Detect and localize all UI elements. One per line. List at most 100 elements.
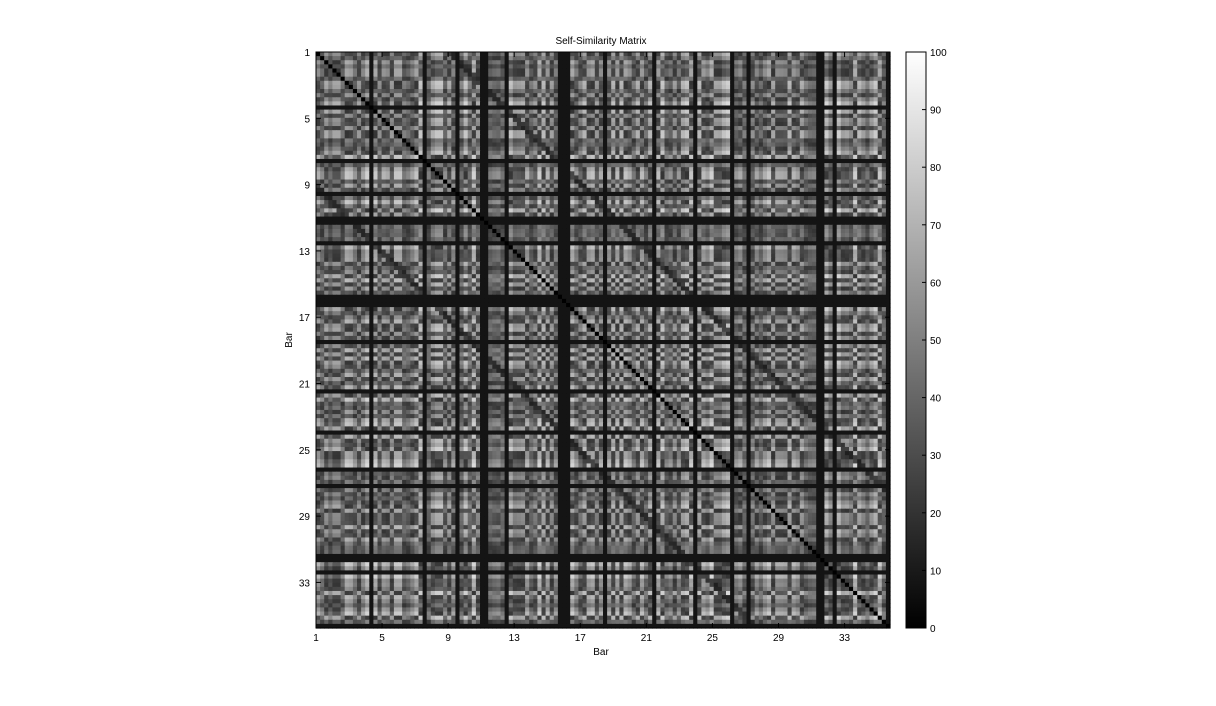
heatmap-cell xyxy=(627,56,633,61)
heatmap-cell xyxy=(434,84,440,90)
heatmap-cell xyxy=(467,68,473,74)
heatmap-cell xyxy=(680,76,686,82)
heatmap-cell xyxy=(369,167,374,172)
heatmap-cell xyxy=(508,179,514,185)
heatmap-cell xyxy=(873,130,879,135)
heatmap-cell xyxy=(512,196,518,201)
heatmap-cell xyxy=(746,80,752,86)
heatmap-cell xyxy=(410,89,415,94)
heatmap-cell xyxy=(672,175,678,181)
heatmap-cell xyxy=(471,134,477,139)
heatmap-cell xyxy=(406,121,411,127)
heatmap-cell xyxy=(566,56,571,61)
heatmap-cell xyxy=(672,130,678,135)
heatmap-cell xyxy=(562,76,567,82)
heatmap-cell xyxy=(516,64,522,70)
heatmap-cell xyxy=(603,175,608,181)
heatmap-cell xyxy=(562,126,567,131)
heatmap-cell xyxy=(869,76,875,82)
heatmap-cell xyxy=(750,60,756,65)
heatmap-cell xyxy=(668,179,674,185)
heatmap-cell xyxy=(553,76,559,82)
heatmap-cell xyxy=(660,196,666,201)
heatmap-cell xyxy=(463,196,469,201)
heatmap-cell xyxy=(656,126,661,131)
heatmap-cell xyxy=(861,146,866,152)
heatmap-cell xyxy=(832,175,838,181)
heatmap-cell xyxy=(693,101,698,107)
heatmap-cell xyxy=(471,68,477,74)
heatmap-cell xyxy=(352,97,358,102)
heatmap-cell xyxy=(668,150,674,156)
heatmap-cell xyxy=(721,158,727,164)
heatmap-cell xyxy=(808,134,813,139)
heatmap-cell xyxy=(504,113,510,119)
heatmap-cell xyxy=(734,142,739,148)
heatmap-cell xyxy=(324,76,329,82)
heatmap-cell xyxy=(418,196,424,201)
heatmap-cell xyxy=(549,138,555,144)
heatmap-cell xyxy=(660,117,666,123)
heatmap-cell xyxy=(865,72,871,78)
heatmap-cell xyxy=(414,117,420,123)
heatmap-cell xyxy=(828,134,834,139)
heatmap-cell xyxy=(361,89,366,94)
heatmap-cell xyxy=(836,64,842,70)
heatmap-cell xyxy=(361,93,366,98)
heatmap-cell xyxy=(611,142,616,148)
heatmap-cell xyxy=(869,101,875,107)
heatmap-cell xyxy=(324,167,329,172)
heatmap-cell xyxy=(336,109,342,115)
heatmap-cell xyxy=(484,117,489,123)
heatmap-cell xyxy=(512,109,518,115)
heatmap-cell xyxy=(324,52,329,57)
heatmap-cell xyxy=(857,97,862,102)
heatmap-cell xyxy=(828,191,834,197)
heatmap-cell xyxy=(824,72,830,78)
heatmap-cell xyxy=(455,175,461,181)
heatmap-cell xyxy=(414,187,420,193)
heatmap-cell xyxy=(422,196,428,201)
heatmap-cell xyxy=(849,175,854,181)
heatmap-cell xyxy=(504,191,510,197)
heatmap-cell xyxy=(623,158,629,164)
heatmap-cell xyxy=(623,183,629,189)
heatmap-cell xyxy=(767,93,772,98)
heatmap-cell xyxy=(689,130,694,135)
heatmap-cell xyxy=(746,126,752,131)
heatmap-cell xyxy=(648,84,653,90)
heatmap-cell xyxy=(521,64,526,70)
heatmap-cell xyxy=(742,187,748,193)
chart-title: Self-Similarity Matrix xyxy=(555,36,646,47)
heatmap-cell xyxy=(787,191,793,197)
heatmap-cell xyxy=(726,121,731,127)
heatmap-cell xyxy=(533,89,538,94)
heatmap-cell xyxy=(668,142,674,148)
heatmap-cell xyxy=(680,134,686,139)
heatmap-cell xyxy=(693,191,698,197)
heatmap-cell xyxy=(828,179,834,185)
heatmap-cell xyxy=(447,138,452,144)
heatmap-cell xyxy=(574,126,579,131)
heatmap-cell xyxy=(504,76,510,82)
heatmap-cell xyxy=(717,134,723,139)
heatmap-cell xyxy=(697,158,702,164)
heatmap-cell xyxy=(582,158,588,164)
heatmap-cell xyxy=(525,179,530,185)
heatmap-cell xyxy=(812,191,817,197)
heatmap-cell xyxy=(808,191,813,197)
heatmap-cell xyxy=(475,171,481,177)
heatmap-cell xyxy=(475,84,481,90)
heatmap-cell xyxy=(623,113,629,119)
heatmap-cell xyxy=(566,158,571,164)
heatmap-cell xyxy=(767,191,772,197)
heatmap-cell xyxy=(771,146,776,152)
heatmap-cell xyxy=(389,117,395,123)
heatmap-cell xyxy=(381,163,387,168)
heatmap-cell xyxy=(754,64,760,70)
heatmap-cell xyxy=(414,89,420,94)
heatmap-cell xyxy=(348,80,354,86)
heatmap-cell xyxy=(631,56,637,61)
heatmap-cell xyxy=(701,121,707,127)
heatmap-cell xyxy=(808,167,813,172)
